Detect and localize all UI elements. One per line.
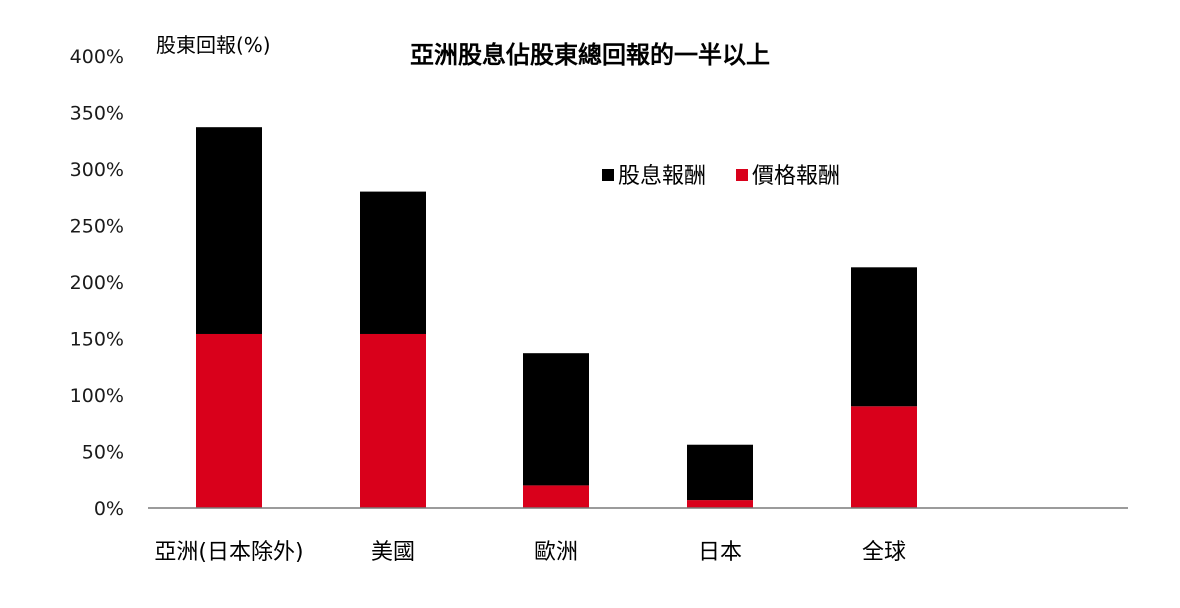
- y-tick-label: 150%: [70, 329, 124, 351]
- y-tick-label: 250%: [70, 216, 124, 238]
- legend-swatch: [736, 169, 748, 181]
- y-tick-label: 100%: [70, 385, 124, 407]
- legend-label: 股息報酬: [618, 164, 706, 189]
- legend-label: 價格報酬: [752, 164, 840, 189]
- y-tick-label: 300%: [70, 159, 124, 181]
- x-tick-label: 亞洲(日本除外): [154, 540, 303, 565]
- x-tick-label: 全球: [862, 540, 906, 565]
- bar-segment: [687, 444, 753, 501]
- y-tick-label: 0%: [94, 498, 124, 520]
- bar-segment: [851, 406, 917, 508]
- bar-segment: [196, 127, 262, 334]
- x-axis-labels: 亞洲(日本除外) 美國 歐洲 日本 全球: [154, 540, 906, 565]
- bar-segment: [523, 485, 589, 508]
- legend: 股息報酬 價格報酬: [602, 164, 840, 189]
- x-tick-label: 歐洲: [534, 540, 578, 565]
- y-axis-title: 股東回報(%): [156, 33, 271, 57]
- legend-swatch: [602, 169, 614, 181]
- x-tick-label: 日本: [698, 540, 742, 565]
- y-tick-label: 50%: [82, 442, 124, 464]
- y-tick-label: 400%: [70, 46, 124, 68]
- chart-title: 亞洲股息佔股東總回報的一半以上: [410, 41, 770, 69]
- y-axis-ticks: 0% 50% 100% 150% 200% 250% 300% 350% 400%: [70, 46, 124, 520]
- bar-segment: [851, 267, 917, 407]
- bar-segment: [360, 333, 426, 508]
- bars-group: [196, 127, 917, 508]
- x-tick-label: 美國: [371, 540, 415, 565]
- bar-segment: [687, 500, 753, 508]
- y-tick-label: 350%: [70, 103, 124, 125]
- bar-segment: [523, 353, 589, 486]
- bar-segment: [196, 333, 262, 508]
- bar-segment: [360, 191, 426, 334]
- y-tick-label: 200%: [70, 272, 124, 294]
